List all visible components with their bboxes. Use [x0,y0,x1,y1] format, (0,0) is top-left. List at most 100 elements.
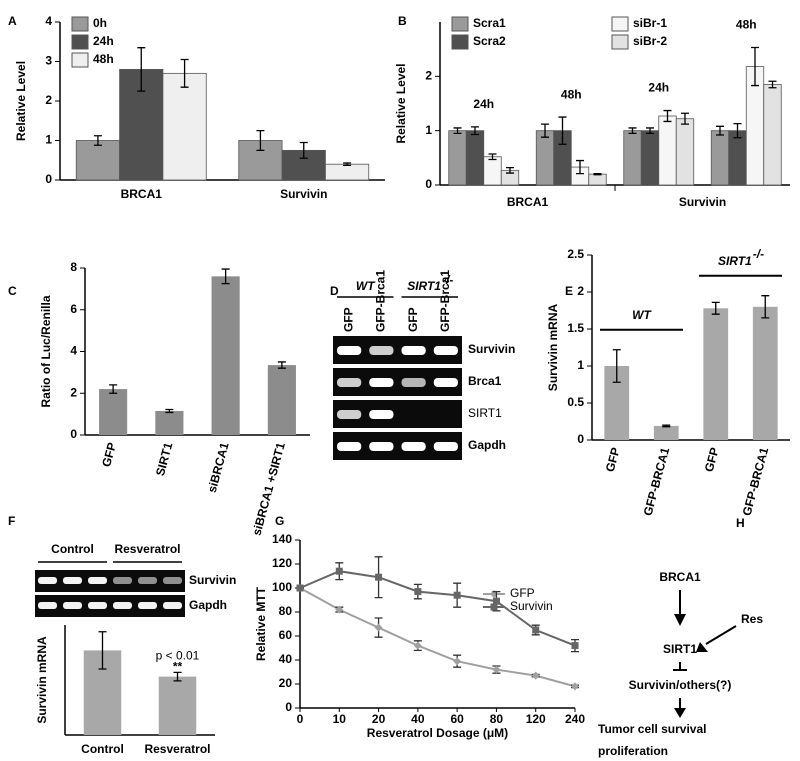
node: proliferation [598,744,668,758]
category-label: GFP [603,446,623,473]
error-bar [506,166,514,174]
gel-band [401,378,426,387]
node: Res [741,612,763,626]
gel-band [369,410,394,419]
arrow-head [674,708,686,718]
panel-label: B [398,14,407,28]
gel-band [401,442,426,451]
marker [375,573,383,581]
series-line [299,587,576,688]
y-axis-label: Survivin mRNA [35,636,49,724]
row-label: Gapdh [189,598,227,612]
y-tick-label: 8 [70,260,77,274]
marker [413,641,422,650]
gel-band [337,442,362,451]
x-axis-label: Resveratrol Dosage (μM) [367,726,508,740]
node: BRCA1 [659,570,701,584]
y-tick-label: 100 [272,580,292,594]
bar [325,163,370,181]
row-label: SIRT1 [468,406,502,420]
bar [623,130,642,186]
gel-band [369,442,394,451]
bar [162,72,207,181]
category-label: GFP-BRCA1 [740,446,772,518]
marker [492,665,501,674]
bar [675,118,695,186]
y-axis-label: Survivin mRNA [546,303,560,391]
x-tick-label: 10 [333,712,347,726]
x-tick-label: 120 [526,712,546,726]
gel-band [63,602,82,609]
error-bar [576,159,584,175]
error-bar [109,384,118,394]
marker [532,626,540,634]
lane-label: GFP-Brca1 [438,270,452,332]
group-label-sup: -/- [442,273,453,287]
error-bar [165,408,174,414]
gel-band [63,577,82,584]
y-tick-label: 60 [279,628,293,642]
y-axis-label: Relative Level [14,61,28,141]
legend-label: Survivin [510,599,553,613]
group-label: BRCA1 [507,195,549,209]
legend-swatch [71,52,89,68]
legend-swatch [71,16,89,32]
y-axis-label: Relative MTT [254,586,268,661]
category-label: GFP [99,441,119,468]
y-tick-label: 0 [45,172,52,186]
bar [448,130,467,186]
category-label: 24h [648,81,669,95]
error-bar [180,58,189,88]
x-tick-label: 20 [372,712,386,726]
marker [335,605,344,614]
arrow-head [696,642,708,652]
gel-band [88,577,107,584]
error-bar [628,127,637,135]
marker [296,584,304,592]
error-bar [343,162,352,167]
bar [158,676,197,735]
bar [155,410,184,435]
panel-label: G [275,514,284,528]
legend-swatch [611,34,629,50]
y-tick-label: 2.5 [567,247,584,261]
gel-band [433,378,458,387]
error-bar [662,424,671,428]
row-label: Survivin [189,573,236,587]
category-label: Resveratrol [144,742,210,756]
y-tick-label: 0.5 [567,395,584,409]
bar [483,156,502,186]
error-bar [299,141,308,159]
legend-label: 0h [93,16,107,30]
gel-row [35,570,185,592]
panel-label: A [8,14,17,28]
x-tick-label: 80 [490,712,504,726]
error-bar [488,153,497,161]
annotation: ** [173,660,183,674]
error-bar [453,127,462,135]
y-tick-label: 4 [70,344,77,358]
gel-band [38,577,57,584]
group-label: SIRT1 [407,279,441,293]
y-tick-label: 40 [279,652,293,666]
legend-label: 48h [93,52,114,66]
y-tick-label: 0 [285,700,292,714]
error-bar [663,109,672,123]
bar [658,115,677,186]
diagram-h: H BRCA1 Res SIRT1 Survivin/others(?) Tum… [598,516,763,736]
bar [640,130,660,186]
gel-band [113,577,132,584]
marker [453,657,462,666]
gel-band [88,602,107,609]
y-tick-label: 2 [577,284,584,298]
bar [752,306,778,440]
node: Survivin/others(?) [629,678,732,692]
gel-band [138,577,157,584]
error-bar [277,361,286,369]
y-tick-label: 0 [70,427,77,441]
error-bar [761,295,770,319]
category-label: Survivin [280,187,327,201]
legend-label: Scra2 [473,34,506,48]
y-axis-label: Ratio of Luc/Renilla [39,295,53,407]
panel-label: D [330,284,339,298]
